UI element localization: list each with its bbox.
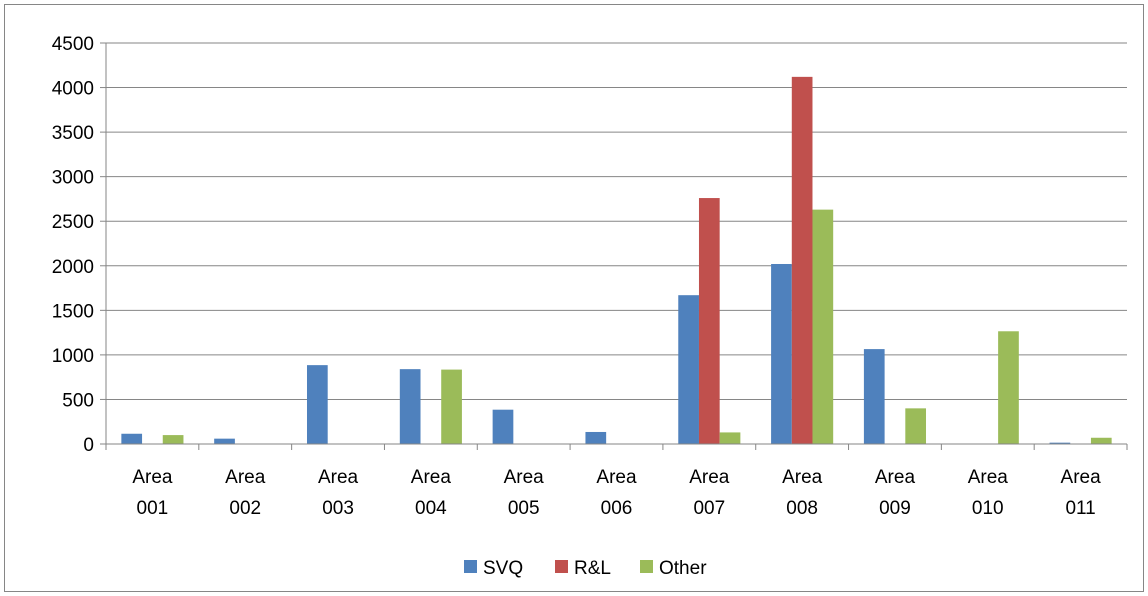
x-tick-label: Area 011 bbox=[1061, 467, 1102, 519]
y-tick-label: 3000 bbox=[52, 168, 94, 189]
x-tick-label-line: Area bbox=[132, 467, 173, 488]
x-tick-label-line: Area bbox=[1061, 467, 1102, 488]
legend-swatch bbox=[555, 560, 568, 573]
y-tick-label: 500 bbox=[62, 390, 94, 411]
x-tick-label-line: 010 bbox=[972, 498, 1004, 519]
x-tick-label-line: Area bbox=[318, 467, 359, 488]
y-tick-label: 0 bbox=[83, 435, 94, 456]
x-tick-labels: Area 001 Area 002 Area 003 Area 004 Area 005 Area 0… bbox=[132, 467, 1101, 519]
y-tick-label: 2500 bbox=[52, 212, 94, 233]
x-tick-label-line: Area bbox=[504, 467, 545, 488]
bar-other bbox=[905, 408, 927, 444]
bar-r-l bbox=[698, 198, 720, 444]
y-tick-label: 3500 bbox=[52, 123, 94, 144]
bar-r-l bbox=[791, 76, 813, 445]
bar-other bbox=[998, 331, 1019, 444]
x-tick-label: Area 006 bbox=[596, 467, 637, 519]
bar-other bbox=[719, 432, 741, 444]
x-tick-label-line: 007 bbox=[693, 498, 725, 519]
bar-svq bbox=[771, 263, 792, 444]
x-tick-label-line: Area bbox=[225, 467, 266, 488]
legend-swatch bbox=[464, 560, 477, 573]
y-tick-label: 4500 bbox=[52, 34, 94, 55]
x-tick-label: Area 005 bbox=[504, 467, 545, 519]
x-tick-label-line: Area bbox=[411, 467, 452, 488]
bar-svq bbox=[492, 409, 514, 444]
x-tick-label-line: Area bbox=[596, 467, 637, 488]
x-tick-label: Area 010 bbox=[968, 467, 1009, 519]
y-tick-label: 2000 bbox=[52, 257, 94, 278]
x-tick-label-line: 005 bbox=[508, 498, 540, 519]
legend-item: Other bbox=[640, 558, 707, 579]
x-tick-label: Area 003 bbox=[318, 467, 359, 519]
bar-svq bbox=[214, 438, 235, 444]
x-tick-label-line: Area bbox=[968, 467, 1009, 488]
gridlines bbox=[106, 42, 1127, 400]
bar-other bbox=[441, 369, 462, 444]
x-tick-label: Area 001 bbox=[132, 467, 173, 519]
x-tick-label: Area 008 bbox=[782, 467, 823, 519]
bar-svq bbox=[399, 369, 421, 444]
chart-frame: 0 500 1000 1500 2000 2500 3000 3500 4000 4500 Are… bbox=[4, 4, 1144, 592]
legend-label: R&L bbox=[574, 558, 611, 579]
x-tick-label-line: Area bbox=[875, 467, 916, 488]
x-tick-label-line: 011 bbox=[1065, 498, 1095, 519]
bar-svq bbox=[306, 365, 328, 444]
x-tick-label-line: 001 bbox=[137, 498, 169, 519]
x-tick-label: Area 009 bbox=[875, 467, 916, 519]
x-tick-label-line: Area bbox=[689, 467, 730, 488]
legend-item: R&L bbox=[555, 558, 611, 579]
axes bbox=[100, 42, 1128, 450]
y-tick-label: 1500 bbox=[52, 301, 94, 322]
bar-other bbox=[1090, 437, 1112, 444]
x-tick-label-line: 006 bbox=[601, 498, 633, 519]
bars bbox=[121, 76, 1112, 445]
bar-svq bbox=[863, 349, 885, 444]
legend-label: Other bbox=[659, 558, 707, 579]
bar-svq bbox=[585, 431, 607, 444]
x-tick-label-line: 009 bbox=[879, 498, 911, 519]
legend-swatch bbox=[640, 560, 653, 573]
x-tick-label: Area 002 bbox=[225, 467, 266, 519]
x-tick-label-line: 008 bbox=[786, 498, 818, 519]
y-tick-label: 4000 bbox=[52, 79, 94, 100]
x-tick-label-line: Area bbox=[782, 467, 823, 488]
bar-chart: 0 500 1000 1500 2000 2500 3000 3500 4000 4500 Are… bbox=[52, 34, 1128, 579]
bar-svq bbox=[678, 295, 699, 444]
x-tick-label-line: 002 bbox=[229, 498, 261, 519]
legend-item: SVQ bbox=[464, 558, 523, 579]
x-tick-label-line: 004 bbox=[415, 498, 447, 519]
x-tick-label: Area 007 bbox=[689, 467, 730, 519]
bar-svq bbox=[121, 433, 143, 444]
bar-other bbox=[162, 435, 184, 444]
bar-other bbox=[812, 209, 834, 444]
x-tick-label: Area 004 bbox=[411, 467, 452, 519]
y-tick-labels: 0 500 1000 1500 2000 2500 3000 3500 4000 4500 bbox=[52, 34, 94, 456]
legend-label: SVQ bbox=[483, 558, 523, 579]
legend: SVQ R&L Other bbox=[464, 558, 707, 579]
y-tick-label: 1000 bbox=[52, 346, 94, 367]
x-tick-label-line: 003 bbox=[322, 498, 354, 519]
bar-svq bbox=[1049, 442, 1071, 444]
